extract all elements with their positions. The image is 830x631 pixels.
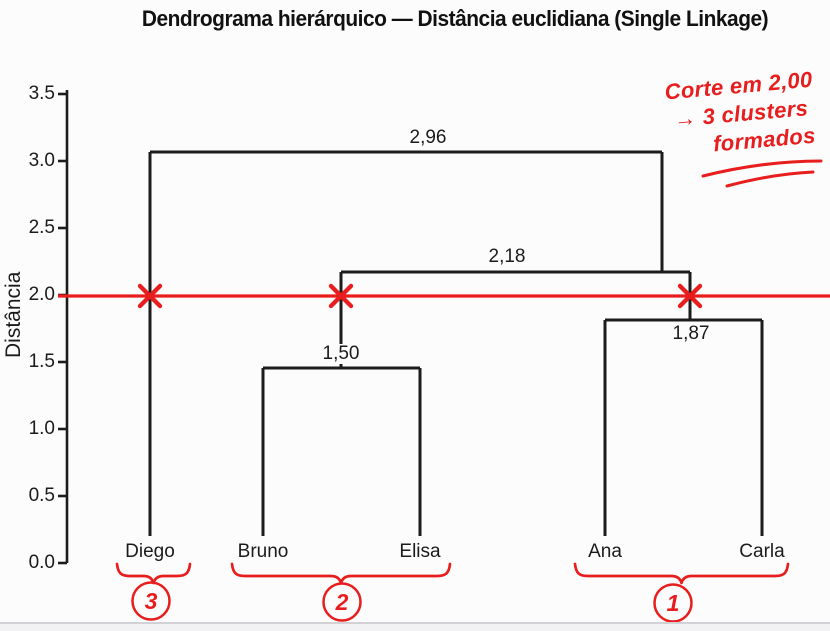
cut-cross-icon bbox=[328, 283, 354, 309]
cluster-brace bbox=[230, 562, 452, 585]
cut-cross-icon bbox=[137, 283, 163, 309]
cluster-number: 1 bbox=[666, 590, 680, 616]
underline-swoosh bbox=[701, 159, 823, 178]
y-tick-label: 3.0 bbox=[28, 150, 55, 171]
merge-distance-label: 2,96 bbox=[409, 127, 447, 148]
cluster-brace bbox=[115, 562, 192, 585]
merge-distance-label: 2,18 bbox=[488, 246, 526, 267]
merge-distance-label: 1,50 bbox=[318, 344, 364, 364]
y-tick-label: 1.5 bbox=[28, 351, 55, 372]
y-tick-label: 2.5 bbox=[28, 217, 55, 238]
cut-cross-icon bbox=[677, 283, 703, 309]
y-tick-label: 1.0 bbox=[28, 418, 55, 439]
y-tick-label: 0.5 bbox=[28, 485, 55, 506]
chart-title: Dendrograma hierárquico — Distância eucl… bbox=[141, 6, 769, 31]
cluster-number: 2 bbox=[335, 589, 349, 615]
cluster-number-circle bbox=[131, 581, 171, 621]
cluster-brace bbox=[573, 562, 790, 585]
leaf-label-elisa: Elisa bbox=[399, 541, 441, 562]
y-tick-label: 0.0 bbox=[28, 552, 55, 573]
cut-annotation: Corte em 2,00 → 3 clusters formados bbox=[650, 64, 830, 163]
y-tick-label: 2.0 bbox=[28, 284, 55, 305]
leaf-label-ana: Ana bbox=[588, 541, 622, 562]
underline-swoosh bbox=[725, 170, 815, 188]
cluster-number: 3 bbox=[144, 588, 158, 614]
leaf-label-diego: Diego bbox=[125, 541, 175, 562]
leaf-label-carla: Carla bbox=[739, 541, 785, 562]
leaf-label-bruno: Bruno bbox=[237, 541, 289, 562]
y-tick-label: 3.5 bbox=[28, 83, 55, 104]
video-frame-bottom-edge bbox=[0, 622, 830, 631]
cluster-number-circle bbox=[322, 582, 362, 622]
cluster-number-circle bbox=[653, 583, 693, 623]
merge-distance-label: 1,87 bbox=[672, 323, 710, 344]
